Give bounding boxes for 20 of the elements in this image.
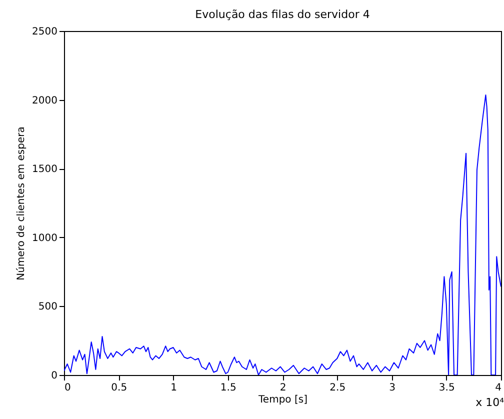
y-tick-label: 2500 <box>32 26 58 38</box>
x-tick-label: 3 <box>389 382 396 394</box>
y-tick-label: 500 <box>38 302 58 313</box>
x-tick-label: 0.5 <box>111 382 128 394</box>
x-tick-label: 4 <box>495 382 502 394</box>
x-tick-label: 0 <box>64 382 71 394</box>
text: x 10⁴ <box>476 396 504 409</box>
line-series <box>64 94 501 375</box>
x-tick-label: 3.5 <box>438 382 455 394</box>
y-axis-title: Número de clientes em espera <box>16 126 28 280</box>
chart-title: Evolução das filas do servidor 4 <box>195 8 370 21</box>
x-tick-label: 1 <box>170 382 177 394</box>
x-tick-label: 2 <box>280 382 286 394</box>
y-tick-label: 1500 <box>32 164 58 176</box>
y-tick-label: 1000 <box>32 232 58 244</box>
y-tick-label: 0 <box>51 370 58 382</box>
y-tick-label: 2000 <box>32 95 58 106</box>
x-tick-label: 1.5 <box>220 382 236 394</box>
x-axis-title: Tempo [s] <box>258 394 308 406</box>
x-tick-label: 2.5 <box>330 382 346 394</box>
